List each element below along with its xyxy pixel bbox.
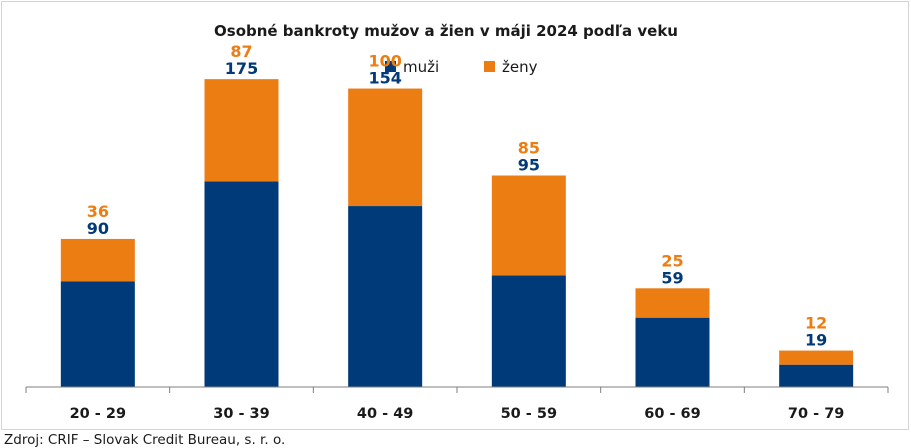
bar-eny-40-49: [348, 88, 423, 207]
x-tick-label-70-79: 70 - 79: [788, 406, 844, 422]
source-note: Zdroj: CRIF – Slovak Credit Bureau, s. r…: [4, 432, 286, 448]
data-label-mu-i-40-49: 154: [368, 69, 401, 88]
bar-mu-i-20-29: [60, 281, 135, 387]
x-tick-label-30-39: 30 - 39: [213, 406, 269, 422]
bar-eny-30-39: [204, 79, 279, 182]
bankruptcy-chart: Osobné bankroty mužov a žien v máji 2024…: [25, 22, 889, 422]
x-axis-ticks: 20 - 29 30 - 39 40 - 49 50 - 59 60 - 69 70 - …: [25, 387, 889, 422]
x-tick-label-50-59: 50 - 59: [501, 406, 557, 422]
data-label-mu-i-30-39: 175: [225, 59, 258, 78]
chart-frame: [1, 1, 909, 430]
data-label-mu-i-60-69: 59: [661, 268, 683, 287]
bar-eny-20-29: [60, 238, 135, 282]
data-label-eny-40-49: 100: [368, 52, 401, 71]
bar-mu-i-60-69: [635, 317, 710, 387]
bar-eny-70-79: [779, 350, 854, 365]
legend-label-mu-i: muži: [403, 58, 439, 76]
x-tick-label-40-49: 40 - 49: [357, 406, 413, 422]
chart-title: Osobné bankroty mužov a žien v máji 2024…: [214, 22, 678, 40]
x-tick-label-60-69: 60 - 69: [644, 406, 700, 422]
bar-eny-60-69: [635, 288, 710, 318]
data-label-eny-30-39: 87: [230, 42, 252, 61]
bar-mu-i-50-59: [491, 275, 566, 387]
data-label-mu-i-20-29: 90: [87, 219, 109, 238]
legend-swatch-eny: [484, 61, 495, 72]
chart-legend: muži ženy: [385, 58, 538, 76]
bar-eny-50-59: [491, 175, 566, 276]
bar-mu-i-70-79: [779, 364, 854, 387]
x-tick-label-20-29: 20 - 29: [70, 406, 126, 422]
data-label-mu-i-50-59: 95: [518, 156, 540, 175]
bar-mu-i-30-39: [204, 181, 279, 387]
data-label-eny-50-59: 85: [518, 139, 540, 158]
legend-swatch-mu-i: [385, 61, 396, 72]
data-label-mu-i-70-79: 19: [805, 331, 827, 350]
legend-label-eny: ženy: [502, 58, 538, 76]
bar-mu-i-40-49: [348, 206, 423, 387]
data-label-eny-70-79: 12: [805, 314, 827, 333]
data-label-eny-60-69: 25: [661, 251, 683, 270]
data-label-eny-20-29: 36: [87, 202, 109, 221]
